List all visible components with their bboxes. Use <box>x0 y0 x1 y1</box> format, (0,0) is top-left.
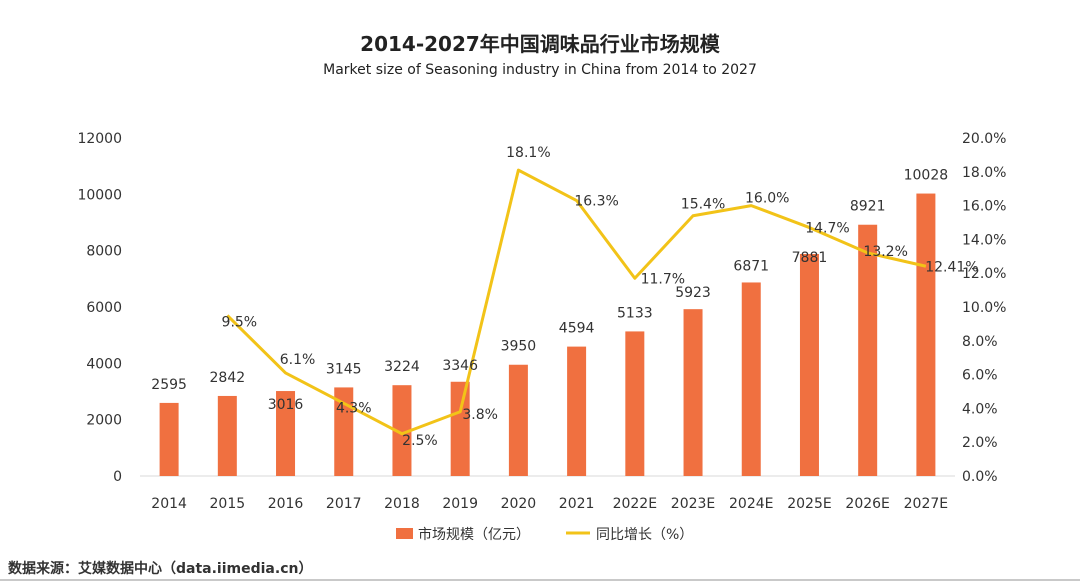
bar-data-label: 4594 <box>559 321 595 337</box>
bar-data-label: 6871 <box>733 258 769 274</box>
y-left-tick-label: 12000 <box>77 131 122 147</box>
x-tick-label: 2020 <box>501 496 537 512</box>
line-data-label: 18.1% <box>506 145 550 161</box>
line-data-label: 15.4% <box>681 197 725 213</box>
bar <box>508 364 528 476</box>
chart-title: 2014-2027年中国调味品行业市场规模 <box>360 32 720 56</box>
bar-data-label: 2842 <box>210 370 246 386</box>
bottom-divider <box>0 579 1080 581</box>
bar <box>567 346 587 476</box>
x-tick-label: 2017 <box>326 496 362 512</box>
y-right-tick-label: 16.0% <box>962 199 1006 215</box>
y-right-tick-label: 20.0% <box>962 131 1006 147</box>
bar <box>392 385 412 476</box>
line-data-label: 2.5% <box>402 433 438 449</box>
x-tick-label: 2025E <box>787 496 831 512</box>
y-left-tick-label: 4000 <box>86 356 122 372</box>
bar-data-label: 3145 <box>326 361 362 377</box>
x-tick-label: 2019 <box>442 496 478 512</box>
bar <box>799 254 819 476</box>
y-right-tick-label: 2.0% <box>962 435 998 451</box>
x-tick-label: 2023E <box>671 496 715 512</box>
x-tick-label: 2022E <box>613 496 657 512</box>
bar <box>625 331 645 476</box>
y-left-tick-label: 6000 <box>86 300 122 316</box>
bar-data-label: 3346 <box>442 358 478 374</box>
bar <box>858 224 878 476</box>
bar <box>276 391 296 476</box>
x-tick-label: 2016 <box>268 496 304 512</box>
bar-data-label: 10028 <box>904 168 949 184</box>
y-right-tick-label: 18.0% <box>962 165 1006 181</box>
line-data-label: 6.1% <box>280 352 316 368</box>
x-tick-label: 2021 <box>559 496 595 512</box>
x-tick-label: 2014 <box>151 496 187 512</box>
x-tick-label: 2026E <box>845 496 889 512</box>
x-tick-label: 2018 <box>384 496 420 512</box>
bar-data-label: 5133 <box>617 305 653 321</box>
line-data-label: 16.3% <box>574 194 618 210</box>
y-right-tick-label: 4.0% <box>962 401 998 417</box>
line-data-label: 3.8% <box>462 407 498 423</box>
line-data-label: 11.7% <box>641 271 685 287</box>
legend-bar-label: 市场规模（亿元） <box>418 526 530 543</box>
bar-data-label: 3224 <box>384 359 420 375</box>
bar-data-label: 3950 <box>501 339 537 355</box>
bar <box>683 309 703 476</box>
bar <box>741 282 761 476</box>
bar <box>159 402 179 476</box>
x-tick-label: 2024E <box>729 496 773 512</box>
bar-data-label: 2595 <box>151 377 187 393</box>
y-right-tick-label: 14.0% <box>962 232 1006 248</box>
y-left-tick-label: 0 <box>113 469 122 485</box>
y-left-tick-label: 8000 <box>86 244 122 260</box>
y-right-tick-label: 10.0% <box>962 300 1006 316</box>
y-right-tick-label: 8.0% <box>962 334 998 350</box>
line-data-label: 13.2% <box>863 244 907 260</box>
line-data-label: 16.0% <box>745 191 789 207</box>
x-tick-label: 2027E <box>904 496 948 512</box>
legend-bar-swatch <box>396 528 413 539</box>
x-tick-label: 2015 <box>210 496 246 512</box>
line-data-label: 4.3% <box>336 400 372 416</box>
line-data-label: 12.41% <box>925 259 978 275</box>
line-data-label: 9.5% <box>222 314 258 330</box>
y-right-tick-label: 6.0% <box>962 368 998 384</box>
source-note: 数据来源：艾媒数据中心（data.iimedia.cn） <box>8 561 313 577</box>
bar-data-label: 5923 <box>675 285 711 301</box>
growth-line <box>226 168 927 436</box>
bar-data-label: 7881 <box>792 250 828 266</box>
y-left-tick-label: 2000 <box>86 413 122 429</box>
legend-line-label: 同比增长（%） <box>596 527 693 543</box>
chart-subtitle: Market size of Seasoning industry in Chi… <box>323 62 757 78</box>
y-right-tick-label: 12.0% <box>962 266 1006 282</box>
bar <box>334 387 354 476</box>
bar <box>217 395 237 476</box>
bar-data-label: 3016 <box>268 397 304 413</box>
line-data-label: 14.7% <box>805 221 849 237</box>
y-right-tick-label: 0.0% <box>962 469 998 485</box>
bar-data-label: 8921 <box>850 199 886 215</box>
y-left-tick-label: 10000 <box>77 187 122 203</box>
bar <box>916 193 936 476</box>
bar <box>450 381 470 476</box>
